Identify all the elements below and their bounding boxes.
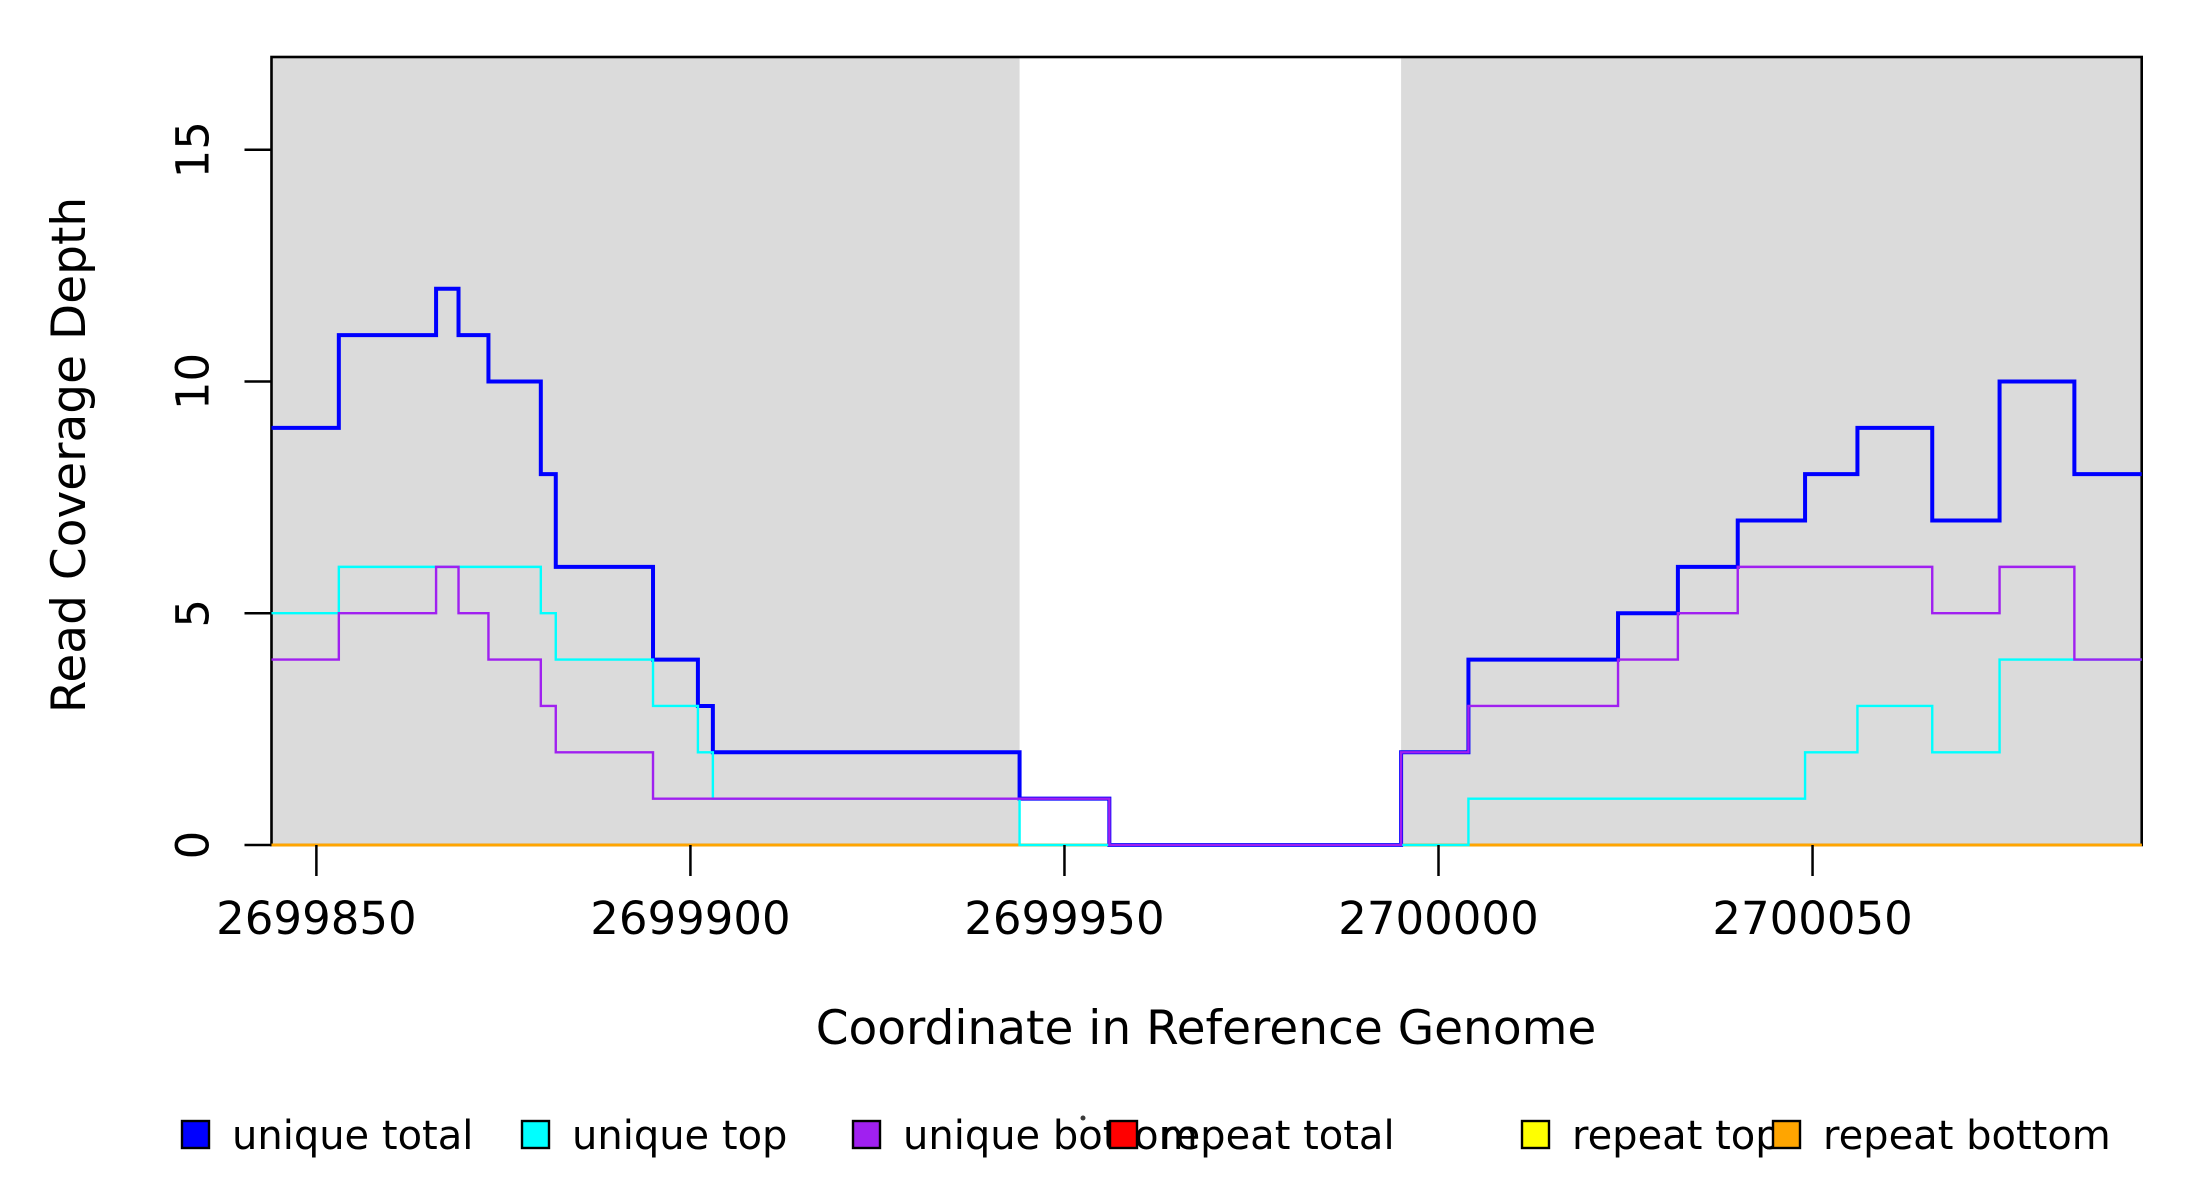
legend-swatch-unique-total: [180, 1119, 211, 1150]
legend-swatch-unique-bottom: [851, 1119, 882, 1150]
legend-swatch-unique-top: [520, 1119, 551, 1150]
series-lines: [271, 286, 2142, 847]
legend-label-repeat-bottom: repeat bottom: [1823, 1113, 2111, 1159]
y-axis-title: Read Coverage Depth: [42, 197, 97, 713]
legend-label-repeat-total: repeat total: [1160, 1113, 1395, 1159]
shaded-region: [271, 57, 1020, 845]
stray-mark: [1080, 1115, 1086, 1121]
x-tick-label: 2699900: [590, 892, 790, 945]
shaded-regions: [271, 57, 2142, 845]
x-tick-label: 2699950: [964, 892, 1164, 945]
legend-label-unique-top: unique top: [572, 1113, 787, 1159]
x-tick-label: 2700050: [1712, 892, 1912, 945]
y-tick-label: 0: [167, 831, 220, 860]
y-tick-label: 10: [167, 353, 220, 410]
x-axis: 2699850 2699900 2699950 2700000 2700050: [216, 845, 1913, 945]
shaded-region: [1401, 57, 2142, 845]
legend-swatch-repeat-bottom: [1771, 1119, 1802, 1150]
legend-label-unique-bottom: unique bottom: [903, 1113, 1198, 1159]
legend-label-repeat-top: repeat top: [1572, 1113, 1781, 1159]
x-tick-label: 2699850: [216, 892, 416, 945]
x-tick-label: 2700000: [1338, 892, 1538, 945]
y-tick-label: 5: [167, 599, 220, 628]
legend-label-unique-total: unique total: [232, 1113, 473, 1159]
y-axis: 0 5 10 15: [167, 121, 272, 859]
legend: unique total unique top unique bottomrepea…: [180, 1113, 2111, 1159]
x-axis-title: Coordinate in Reference Genome: [816, 1001, 1597, 1056]
series-line-unique-bottom: [271, 565, 2142, 847]
legend-swatch-repeat-total: [1108, 1119, 1139, 1150]
y-tick-label: 15: [167, 121, 220, 178]
legend-swatch-repeat-top: [1520, 1119, 1551, 1150]
